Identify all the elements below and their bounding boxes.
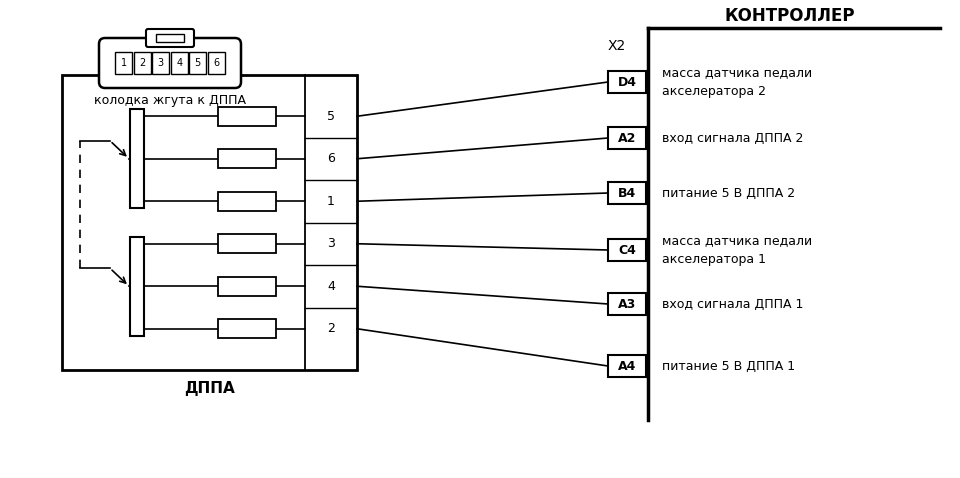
Bar: [218, 234, 276, 253]
Text: 4: 4: [177, 58, 182, 68]
Text: 1: 1: [121, 58, 127, 68]
Bar: [153, 52, 169, 74]
Bar: [130, 109, 144, 208]
Text: 6: 6: [213, 58, 219, 68]
FancyBboxPatch shape: [99, 38, 241, 88]
Text: C4: C4: [618, 243, 636, 257]
Bar: [218, 107, 276, 126]
Text: 3: 3: [327, 237, 335, 250]
Text: акселератора 1: акселератора 1: [662, 252, 766, 265]
Bar: [207, 52, 225, 74]
Bar: [608, 127, 646, 149]
Text: вход сигнала ДППА 1: вход сигнала ДППА 1: [662, 297, 804, 311]
Text: A2: A2: [618, 131, 636, 144]
Text: 6: 6: [327, 152, 335, 165]
Bar: [218, 277, 276, 296]
Text: D4: D4: [617, 76, 636, 88]
Bar: [130, 237, 144, 336]
Text: ДППА: ДППА: [184, 380, 235, 395]
Bar: [218, 192, 276, 211]
Text: питание 5 В ДППА 1: питание 5 В ДППА 1: [662, 359, 795, 372]
Text: A4: A4: [618, 359, 636, 372]
Text: вход сигнала ДППА 2: вход сигнала ДППА 2: [662, 131, 804, 144]
Bar: [608, 71, 646, 93]
Text: 4: 4: [327, 280, 335, 293]
Text: 5: 5: [195, 58, 201, 68]
Bar: [189, 52, 206, 74]
Text: масса датчика педали: масса датчика педали: [662, 235, 812, 248]
Bar: [171, 52, 188, 74]
Text: КОНТРОЛЛЕР: КОНТРОЛЛЕР: [725, 7, 855, 25]
Bar: [62, 75, 357, 370]
Bar: [608, 355, 646, 377]
Text: акселератора 2: акселератора 2: [662, 85, 766, 98]
Bar: [156, 34, 184, 42]
Bar: [218, 319, 276, 338]
Bar: [133, 52, 151, 74]
Text: X2: X2: [608, 39, 626, 53]
Text: 1: 1: [327, 195, 335, 208]
Bar: [115, 52, 132, 74]
Text: 2: 2: [327, 322, 335, 335]
Bar: [608, 293, 646, 315]
Text: 2: 2: [139, 58, 145, 68]
Text: колодка жгута к ДППА: колодка жгута к ДППА: [94, 94, 246, 107]
Text: масса датчика педали: масса датчика педали: [662, 66, 812, 79]
Bar: [218, 149, 276, 168]
Bar: [608, 239, 646, 261]
Text: A3: A3: [618, 297, 636, 311]
Text: B4: B4: [618, 186, 636, 199]
Text: 3: 3: [157, 58, 164, 68]
Bar: [608, 182, 646, 204]
FancyBboxPatch shape: [146, 29, 194, 47]
Text: питание 5 В ДППА 2: питание 5 В ДППА 2: [662, 186, 795, 199]
Text: 5: 5: [327, 110, 335, 123]
